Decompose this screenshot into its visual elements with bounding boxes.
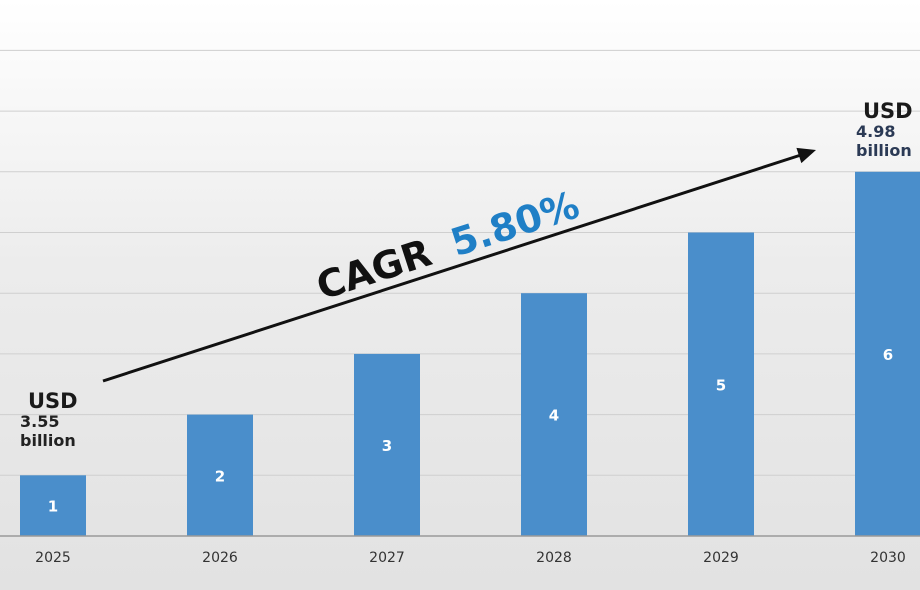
bar-2028 (521, 293, 587, 536)
start-currency: USD (28, 389, 78, 413)
bar-value-label-2030: 6 (883, 346, 893, 364)
end-amount: 4.98 (856, 122, 896, 142)
bar-value-label-2025: 1 (48, 498, 58, 516)
cagr-label: CAGR 5.80% (311, 183, 584, 309)
gridlines (0, 49, 920, 476)
bar-value-label-2029: 5 (716, 376, 726, 394)
cagr-arrow-line (102, 152, 805, 383)
bars (20, 171, 920, 537)
bar-2026 (187, 414, 253, 536)
bar-value-label-2026: 2 (215, 467, 225, 485)
x-tick-2027: 2027 (369, 550, 405, 566)
bar-2030 (855, 171, 920, 537)
cagr-value: 5.80% (445, 183, 584, 265)
bar-2029 (688, 232, 754, 536)
x-tick-2028: 2028 (536, 550, 572, 566)
x-tick-2030: 2030 (870, 550, 906, 566)
end-value-callout: USD 4.98 billion (856, 99, 913, 160)
bar-2027 (354, 353, 420, 536)
end-unit: billion (856, 140, 912, 160)
bar-value-label-2028: 4 (549, 407, 559, 425)
cagr-prefix: CAGR (311, 230, 437, 308)
bar-2025 (20, 475, 86, 536)
x-axis-tick-labels: 2025 2026 2027 2028 2029 2030 (35, 550, 906, 566)
bar-value-labels: 1 2 3 4 5 6 (48, 346, 893, 516)
start-amount: 3.55 (20, 412, 60, 432)
x-tick-2026: 2026 (202, 550, 238, 566)
end-currency: USD (863, 99, 913, 123)
cagr-arrow-head (796, 147, 816, 164)
start-unit: billion (20, 430, 76, 450)
x-tick-2025: 2025 (35, 550, 71, 566)
start-value-callout: USD 3.55 billion (20, 389, 78, 450)
bar-value-label-2027: 3 (382, 437, 392, 455)
x-tick-2029: 2029 (703, 550, 739, 566)
